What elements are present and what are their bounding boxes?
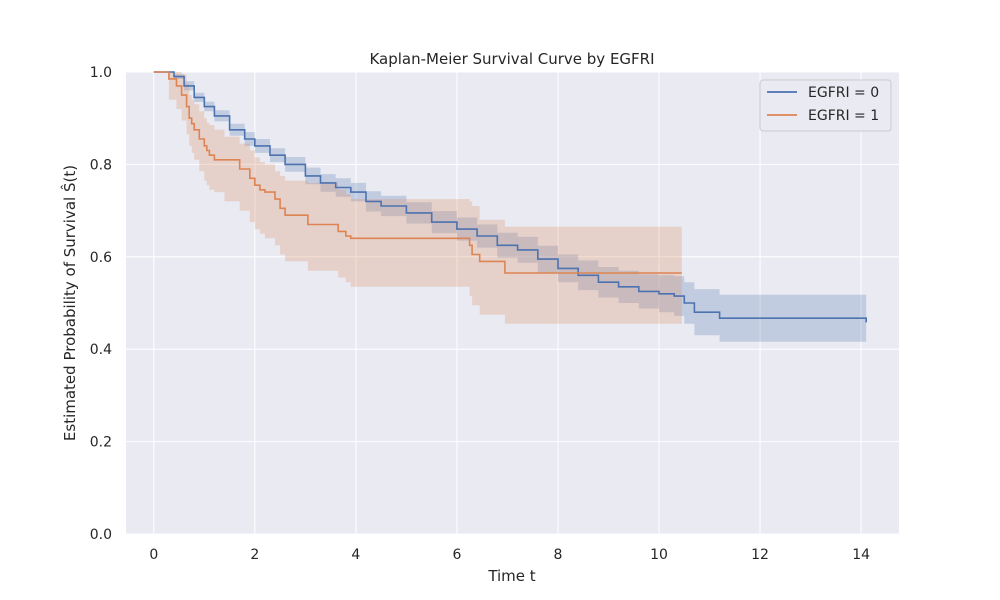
confidence-band-1 <box>153 72 682 324</box>
y-tick-label: 0.6 <box>90 250 112 266</box>
x-axis-label: Time t <box>487 567 535 585</box>
survival-lines <box>153 71 868 323</box>
y-tick-label: 0.0 <box>90 527 112 543</box>
confidence-bands <box>153 72 867 344</box>
legend-label-egfri-1: EGFRI = 1 <box>808 108 879 124</box>
legend: EGFRI = 0 EGFRI = 1 <box>759 79 892 132</box>
x-tick-label: 4 <box>351 547 360 563</box>
x-tick-label: 6 <box>452 547 461 563</box>
x-tick-label: 8 <box>554 547 563 563</box>
y-tick-label: 1.0 <box>90 65 112 81</box>
legend-label-egfri-0: EGFRI = 0 <box>808 85 879 101</box>
x-tick-label: 10 <box>650 547 668 563</box>
x-tick-label: 14 <box>852 547 870 563</box>
y-axis-ticks: 0.0 0.2 0.4 0.6 0.8 1.0 <box>90 65 112 543</box>
x-tick-label: 12 <box>751 547 769 563</box>
y-tick-label: 0.4 <box>90 342 112 358</box>
confidence-band-0 <box>153 72 867 344</box>
y-axis-label: Estimated Probability of Survival Ŝ(t) <box>60 165 79 441</box>
survival-line-0 <box>153 71 868 323</box>
chart-title: Kaplan-Meier Survival Curve by EGFRI <box>369 50 654 68</box>
x-tick-label: 0 <box>149 547 158 563</box>
x-tick-label: 2 <box>250 547 259 563</box>
survival-line-1 <box>153 71 682 274</box>
y-tick-label: 0.2 <box>90 435 112 451</box>
x-axis-ticks: 0 2 4 6 8 10 12 14 <box>149 547 870 563</box>
y-tick-label: 0.8 <box>90 157 112 173</box>
grid <box>126 71 899 535</box>
